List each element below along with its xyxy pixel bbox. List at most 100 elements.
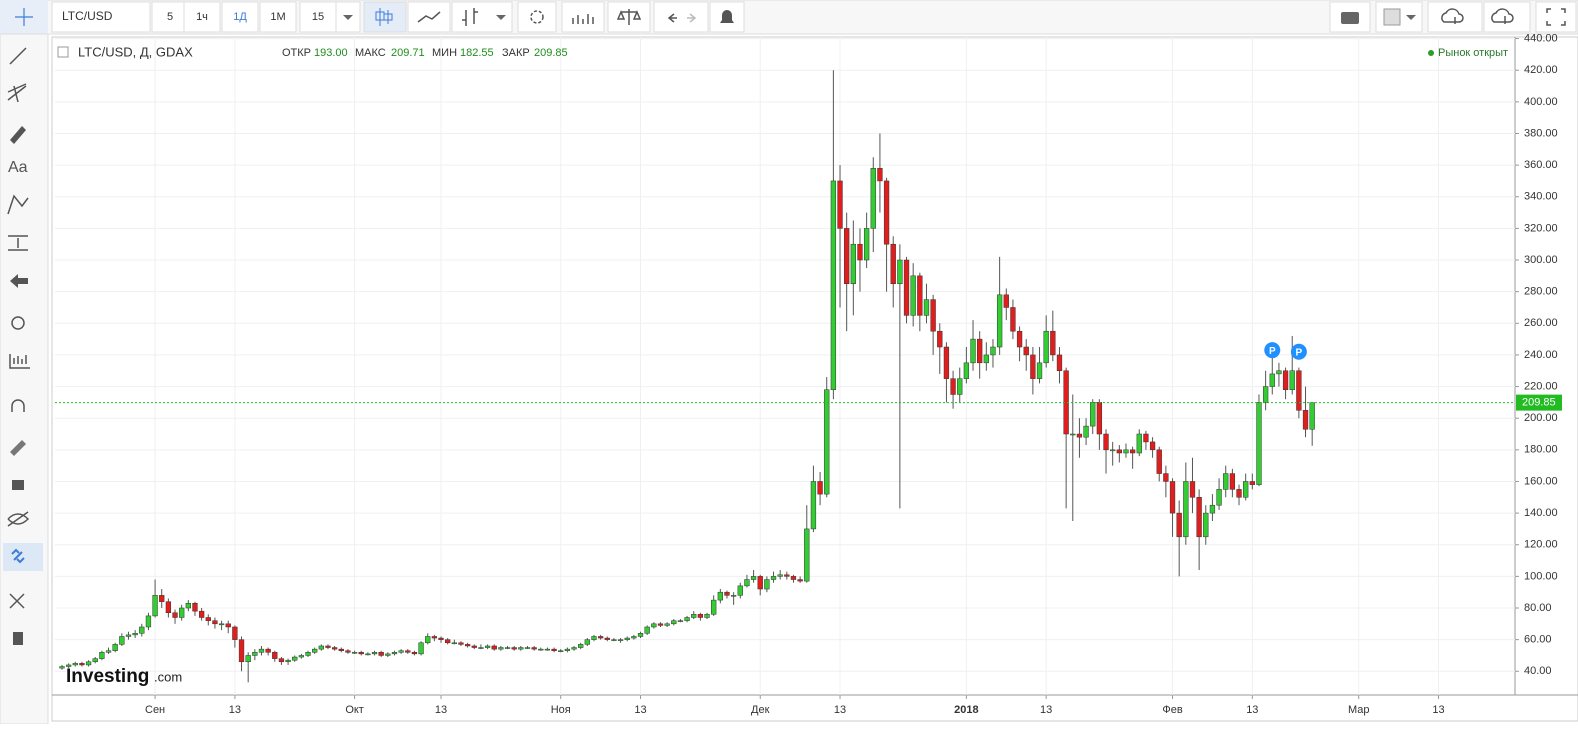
last-price-label: 209.85 <box>1522 397 1556 409</box>
x-tick-label: Сен <box>145 704 165 716</box>
candle-body <box>937 330 943 348</box>
candle-body <box>691 614 697 618</box>
remove-tools[interactable] <box>9 593 25 609</box>
candle-body <box>611 639 617 641</box>
chart-frame <box>51 36 1578 722</box>
logo-domain: .com <box>154 669 182 684</box>
candle-body <box>1096 402 1103 435</box>
candle-body <box>1309 402 1315 430</box>
last-price-box <box>1516 394 1562 411</box>
camera-icon <box>1341 12 1359 24</box>
candle-body <box>1110 449 1116 452</box>
candle-body <box>584 639 590 645</box>
candle-body <box>930 299 936 332</box>
y-tick-label: 380.00 <box>1524 127 1558 139</box>
candle-body <box>451 642 457 645</box>
candle-body <box>272 652 278 659</box>
undo-icon <box>667 13 677 23</box>
candle-body <box>923 299 930 316</box>
fullscreen-button[interactable] <box>1535 1 1577 33</box>
candle-body <box>471 645 477 648</box>
lock-tool[interactable] <box>12 480 24 490</box>
trendline-tool[interactable] <box>9 47 27 65</box>
candle-body <box>571 647 577 650</box>
candle-body <box>511 647 517 650</box>
candle-body <box>464 644 471 647</box>
marker[interactable] <box>1290 343 1307 360</box>
marker[interactable] <box>1264 342 1281 359</box>
candle-body <box>538 648 544 651</box>
candle-body <box>977 338 983 364</box>
y-tick-label: 420.00 <box>1524 64 1558 76</box>
line-type-button[interactable] <box>407 1 451 33</box>
candle-body <box>92 658 98 663</box>
interval-button[interactable] <box>221 1 259 33</box>
symbol-box[interactable] <box>51 1 151 33</box>
candle-body <box>1129 449 1136 454</box>
fib-tool[interactable] <box>7 83 27 103</box>
candle-body <box>1043 330 1049 364</box>
collapse-box[interactable] <box>57 46 69 58</box>
interval-button[interactable] <box>183 1 221 33</box>
pencil-tool[interactable] <box>10 440 26 456</box>
zoom-tool[interactable] <box>11 316 25 330</box>
candle-body <box>890 243 896 284</box>
x-tick-label: Дек <box>751 704 770 716</box>
candle-body <box>617 639 624 641</box>
candle-body <box>770 576 777 580</box>
brush-tool[interactable] <box>10 126 26 144</box>
candle-body <box>418 642 424 655</box>
indicators-button[interactable] <box>561 1 605 33</box>
high-label: МАКС <box>355 47 386 59</box>
settings-button[interactable] <box>517 1 557 33</box>
undo-redo[interactable] <box>653 1 709 33</box>
scale-tool[interactable] <box>9 354 30 369</box>
high-value: 209.71 <box>391 47 425 59</box>
candle-body <box>1256 402 1262 485</box>
candle-body <box>790 576 797 580</box>
link-tool[interactable] <box>11 548 25 564</box>
candle-body <box>1083 425 1089 438</box>
scale-icon <box>616 9 642 25</box>
candle-body <box>1076 433 1083 438</box>
candle-body <box>1236 489 1242 498</box>
pattern-tool[interactable] <box>7 194 29 215</box>
save-button[interactable] <box>1483 1 1531 33</box>
candle-body <box>1216 489 1222 506</box>
candle-body <box>717 591 723 601</box>
candles-button[interactable] <box>363 1 407 33</box>
candle-body <box>1050 330 1056 356</box>
interval-button[interactable] <box>259 1 297 33</box>
magnet-tool[interactable] <box>11 399 25 412</box>
interval-button[interactable] <box>151 1 189 33</box>
symbol: LTC/USD <box>62 9 113 23</box>
hide-tool[interactable] <box>7 511 30 527</box>
dropdown-arrow <box>1406 15 1416 20</box>
text-tool[interactable]: Aa <box>8 159 28 176</box>
candle-body <box>1169 481 1176 514</box>
open-value: 193.00 <box>314 47 348 59</box>
candle-body <box>498 647 504 650</box>
candle-body <box>1176 512 1182 538</box>
candle-body <box>1223 473 1229 490</box>
measure-tool[interactable] <box>8 235 28 251</box>
indicators-icon <box>572 14 594 24</box>
candle-body <box>119 636 125 645</box>
bars-button[interactable] <box>451 1 513 33</box>
link-tool-bg[interactable] <box>3 543 43 571</box>
candle-body <box>657 623 664 626</box>
candle-body <box>531 647 537 650</box>
candle-body <box>345 650 351 653</box>
candle-body <box>704 614 710 618</box>
candle-body <box>1282 370 1289 390</box>
candle-body <box>737 585 743 596</box>
candle-body <box>558 650 564 652</box>
candle-body <box>1289 370 1295 390</box>
candle-body <box>544 648 551 651</box>
trash-tool[interactable] <box>13 632 23 645</box>
arrow-tool[interactable] <box>10 274 28 288</box>
candle-body <box>265 648 271 653</box>
candle-body <box>551 648 557 651</box>
candle-body <box>1156 449 1162 474</box>
candle-body <box>1229 473 1236 490</box>
